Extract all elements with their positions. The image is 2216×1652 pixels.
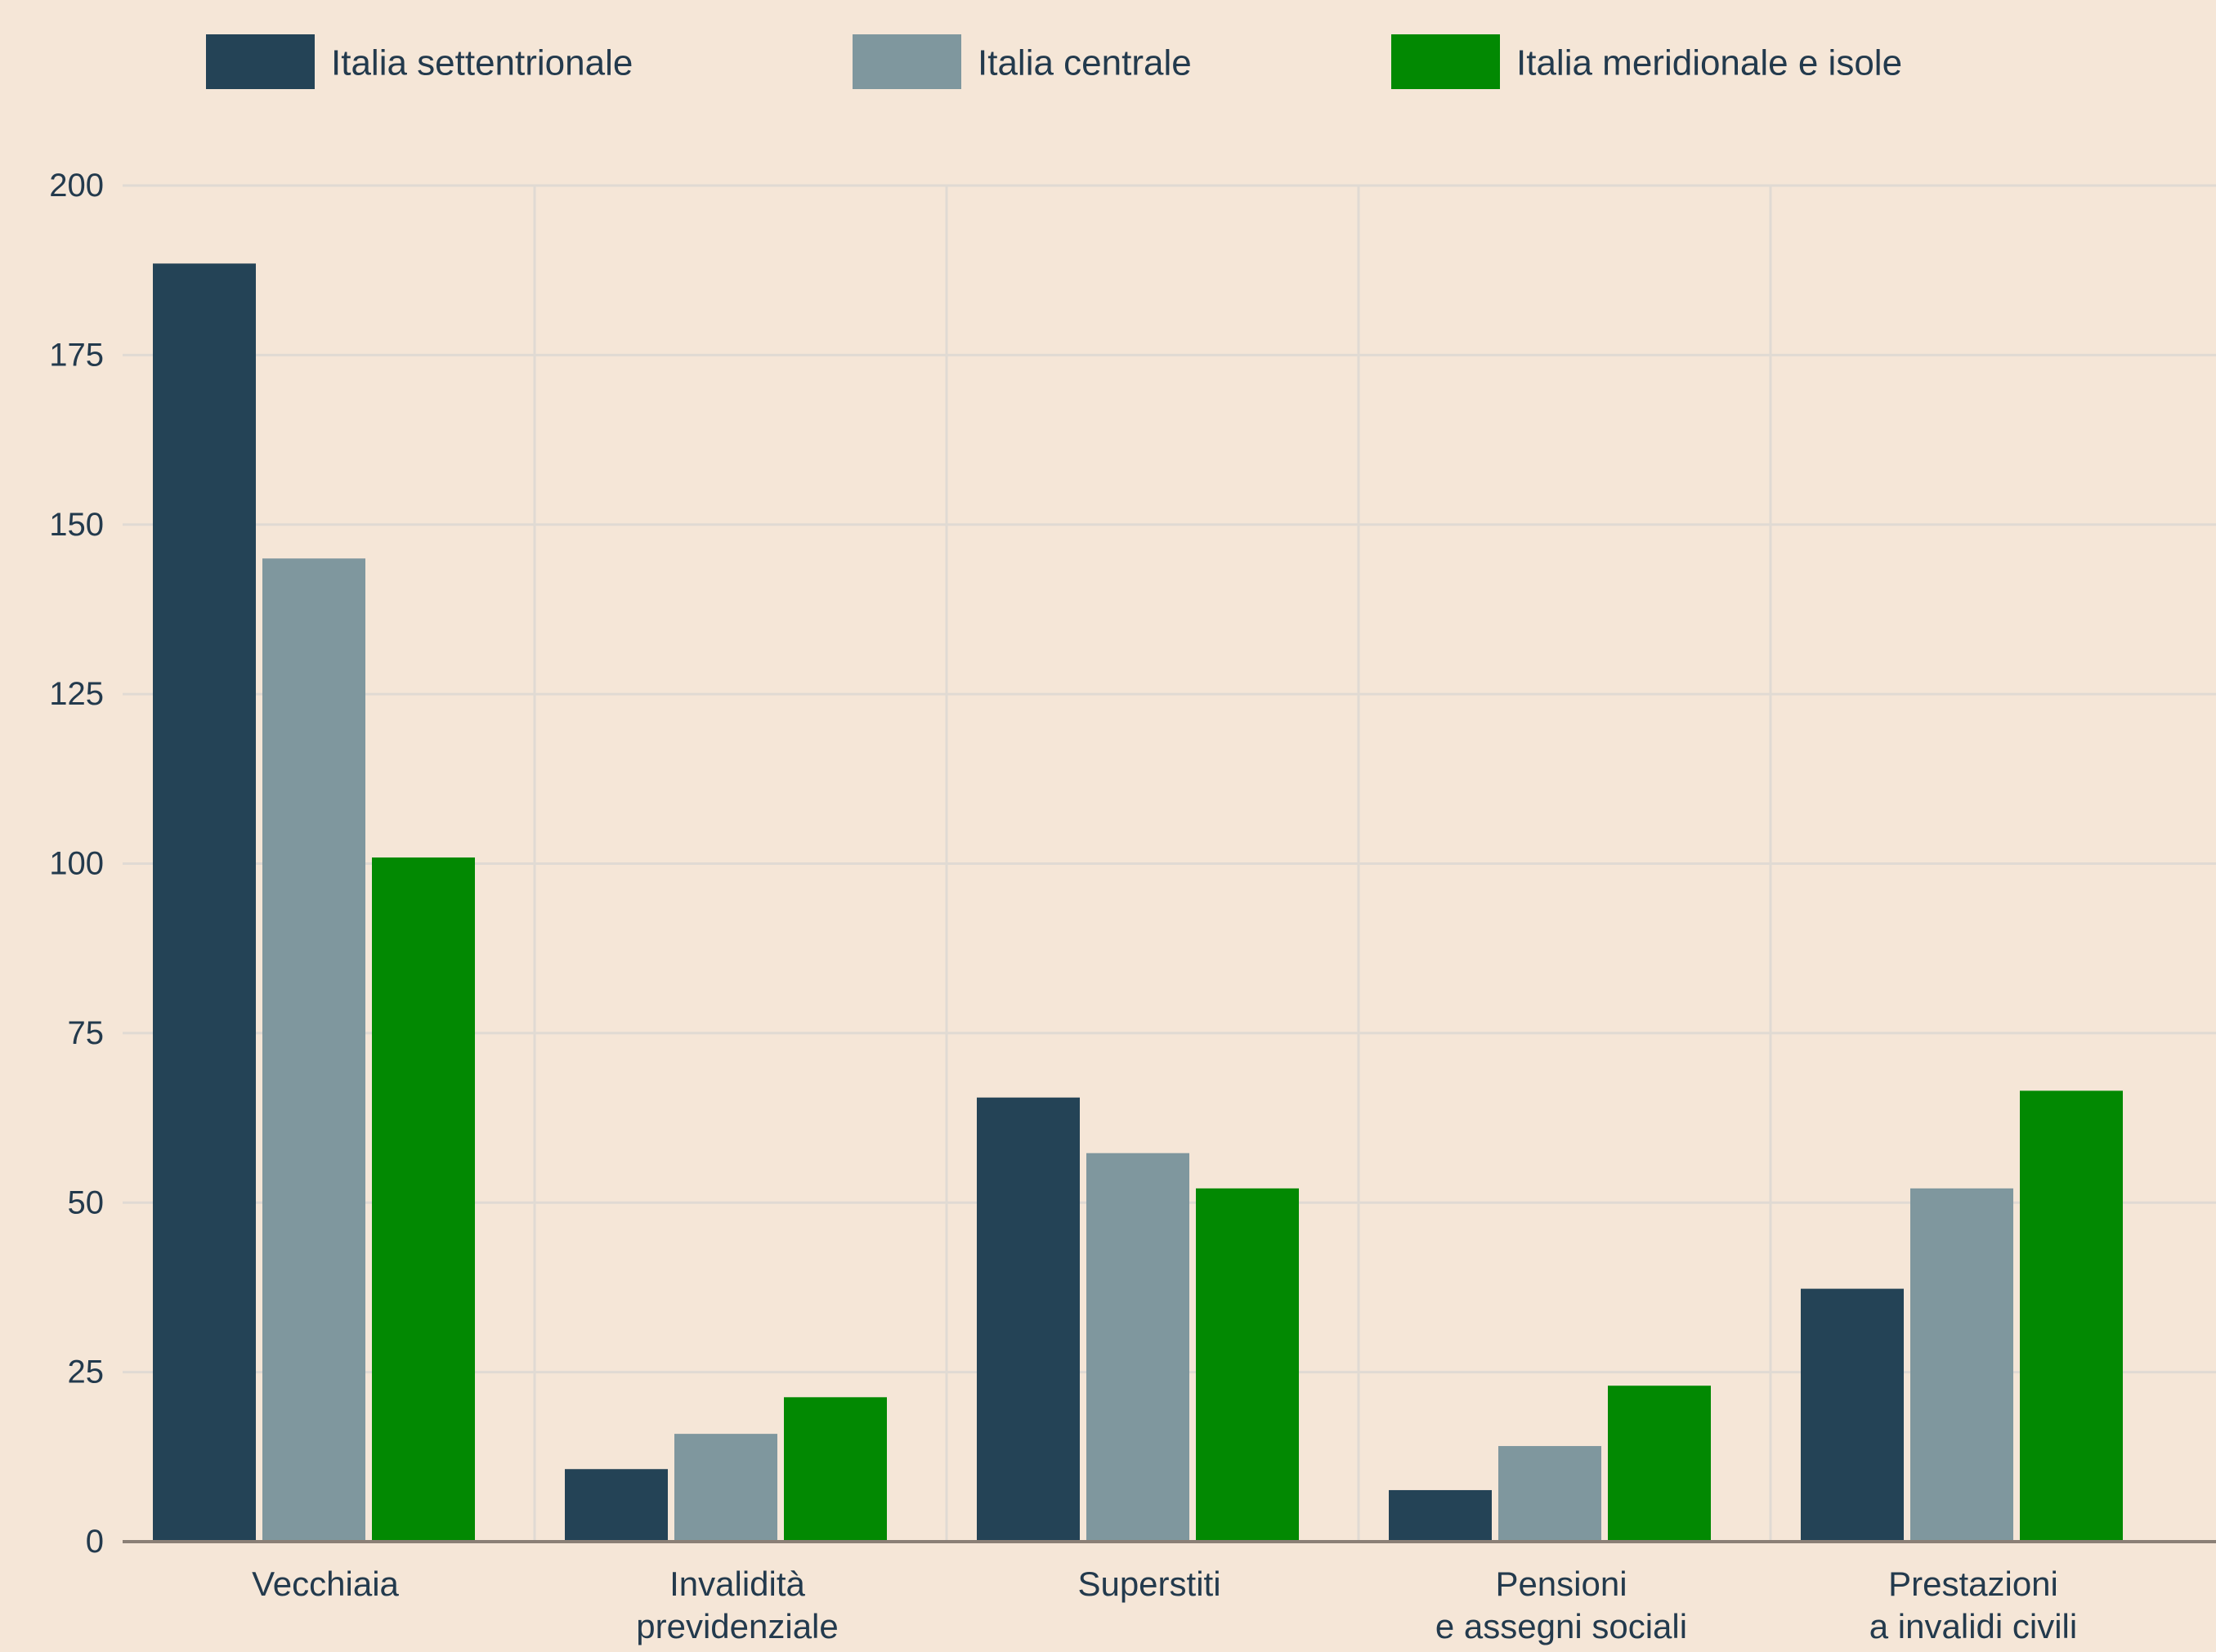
y-tick-label: 50 [68, 1184, 105, 1220]
y-tick-label: 200 [49, 168, 104, 204]
bar: Italia centrale: 145 [262, 558, 365, 1542]
bar: Italia settentrionale: 37.3 [1801, 1288, 1904, 1542]
legend-label: Italia settentrionale [331, 43, 633, 83]
bar: Italia settentrionale: 7.6 [1389, 1489, 1492, 1542]
legend-swatch [853, 34, 961, 89]
x-tick-label: Invalidità [669, 1565, 805, 1603]
x-tick-label: a invalidi civili [1869, 1607, 2077, 1645]
x-tick-label: Superstiti [1077, 1565, 1220, 1603]
x-tick-label: Prestazioni [1888, 1565, 2058, 1603]
bar: Italia meridionale e isole: 21.3 [784, 1397, 887, 1542]
bar: Italia meridionale e isole: 52.1 [1196, 1188, 1299, 1542]
y-tick-label: 150 [49, 507, 104, 543]
bar: Italia centrale: 57.3 [1086, 1153, 1189, 1542]
bar: Italia meridionale e isole: 100.9 [372, 857, 475, 1542]
y-tick-label: 125 [49, 676, 104, 712]
legend-label: Italia centrale [978, 43, 1192, 83]
legend-swatch [206, 34, 315, 89]
y-tick-label: 0 [86, 1524, 104, 1560]
bar: Italia centrale: 14.1 [1498, 1446, 1601, 1542]
bar: Italia settentrionale: 65.5 [977, 1097, 1080, 1542]
y-tick-label: 175 [49, 337, 104, 373]
bar: Italia settentrionale: 188.5 [153, 263, 256, 1542]
bar: Italia centrale: 52.1 [1910, 1188, 2013, 1542]
y-tick-label: 100 [49, 846, 104, 882]
x-tick-label: previdenziale [636, 1607, 839, 1645]
legend-swatch [1391, 34, 1500, 89]
x-tick-label: Pensioni [1495, 1565, 1627, 1603]
bar: Italia meridionale e isole: 66.5 [2020, 1090, 2123, 1542]
y-tick-label: 75 [68, 1015, 105, 1051]
bar: Italia centrale: 15.9 [674, 1434, 777, 1542]
legend-label: Italia meridionale e isole [1516, 43, 1902, 83]
x-tick-label: Vecchiaia [252, 1565, 399, 1603]
bar: Italia settentrionale: 10.7 [565, 1469, 668, 1542]
x-tick-label: e assegni sociali [1435, 1607, 1687, 1645]
bar: Italia meridionale e isole: 23 [1608, 1386, 1711, 1542]
y-tick-label: 25 [68, 1354, 105, 1390]
